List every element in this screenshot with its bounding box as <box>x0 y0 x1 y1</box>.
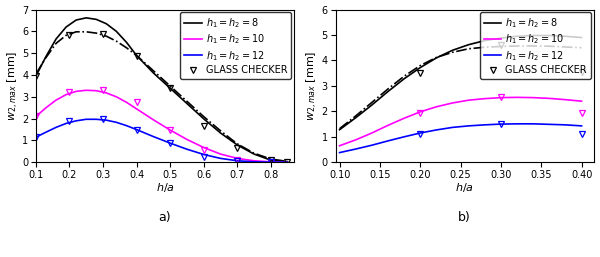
Y-axis label: $w_{2,max}$ [mm]: $w_{2,max}$ [mm] <box>305 51 320 121</box>
X-axis label: $h/a$: $h/a$ <box>455 181 474 194</box>
Legend: $h_1 = h_2 =8$, $h_1 = h_2 =10$, $h_1 = h_2 =12$, GLASS CHECKER: $h_1 = h_2 =8$, $h_1 = h_2 =10$, $h_1 = … <box>181 13 291 79</box>
Legend: $h_1 = h_2 =8$, $h_1 = h_2 =10$, $h_1 = h_2 =12$, GLASS CHECKER: $h_1 = h_2 =8$, $h_1 = h_2 =10$, $h_1 = … <box>480 13 591 79</box>
Text: a): a) <box>158 211 172 224</box>
Text: b): b) <box>458 211 471 224</box>
X-axis label: $h/a$: $h/a$ <box>155 181 175 194</box>
Y-axis label: $w_{2,max}$ [mm]: $w_{2,max}$ [mm] <box>5 51 20 121</box>
